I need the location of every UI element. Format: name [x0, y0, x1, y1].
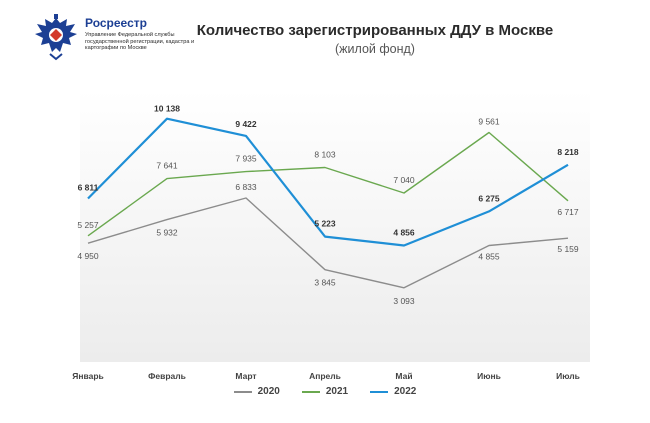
- chart-title: Количество зарегистрированных ДДУ в Моск…: [196, 22, 554, 39]
- data-label-2022-0: 6 811: [78, 183, 99, 193]
- brand-name: Росреестр: [85, 16, 147, 30]
- legend-item-2021: 2021: [301, 386, 349, 397]
- data-label-2021-5: 9 561: [478, 117, 500, 127]
- data-label-2022-1: 10 138: [154, 104, 180, 114]
- plot-area: [80, 90, 590, 362]
- data-label-2020-4: 3 093: [393, 296, 415, 306]
- data-label-2021-3: 8 103: [314, 150, 336, 160]
- legend-swatch-2021: [301, 390, 320, 393]
- data-label-2021-6: 6 717: [557, 207, 579, 217]
- data-label-2020-3: 3 845: [314, 278, 336, 288]
- data-label-2020-1: 5 932: [156, 228, 178, 238]
- x-tick-label-0: Январь: [72, 371, 104, 381]
- x-tick-label-5: Июнь: [477, 371, 501, 381]
- legend-item-2020: 2020: [233, 386, 280, 397]
- legend-item-2022: 2022: [370, 386, 416, 397]
- legend-label-2022: 2022: [394, 386, 417, 397]
- x-tick-label-3: Апрель: [309, 371, 341, 381]
- data-label-2021-0: 5 257: [77, 220, 99, 230]
- legend-swatch-2020: [233, 390, 252, 393]
- data-label-2022-5: 6 275: [478, 193, 500, 203]
- double-headed-eagle-icon: [35, 14, 77, 61]
- data-label-2020-0: 4 950: [77, 251, 99, 261]
- legend-swatch-2022: [370, 390, 389, 393]
- x-tick-label-6: Июль: [556, 371, 580, 381]
- data-label-2020-6: 5 159: [557, 244, 579, 254]
- data-label-2021-2: 7 935: [235, 154, 257, 164]
- legend-label-2020: 2020: [257, 386, 280, 397]
- x-tick-label-1: Февраль: [148, 371, 186, 381]
- data-label-2021-1: 7 641: [156, 161, 178, 171]
- brand-subtitle: Управление Федеральной службы государств…: [85, 32, 195, 52]
- x-tick-label-4: Май: [395, 371, 412, 381]
- data-label-2022-2: 9 422: [235, 119, 257, 129]
- legend: 2020 2021 2022: [0, 386, 650, 397]
- rosreestr-logo: Росреестр Управление Федеральной службы …: [33, 12, 194, 72]
- series-line-2020: [87, 197, 569, 289]
- x-tick-label-2: Март: [235, 371, 256, 381]
- series-line-2021: [87, 131, 569, 237]
- data-label-2020-5: 4 855: [478, 252, 500, 262]
- chart-subtitle: (жилой фонд): [335, 42, 415, 56]
- data-label-2022-6: 8 218: [557, 147, 579, 157]
- series-line-2022: [87, 117, 569, 247]
- data-label-2021-4: 7 040: [393, 175, 415, 185]
- data-label-2022-4: 4 856: [393, 228, 415, 238]
- data-label-2022-3: 5 223: [314, 219, 336, 229]
- data-label-2020-2: 6 833: [235, 182, 257, 192]
- legend-label-2021: 2021: [325, 386, 349, 397]
